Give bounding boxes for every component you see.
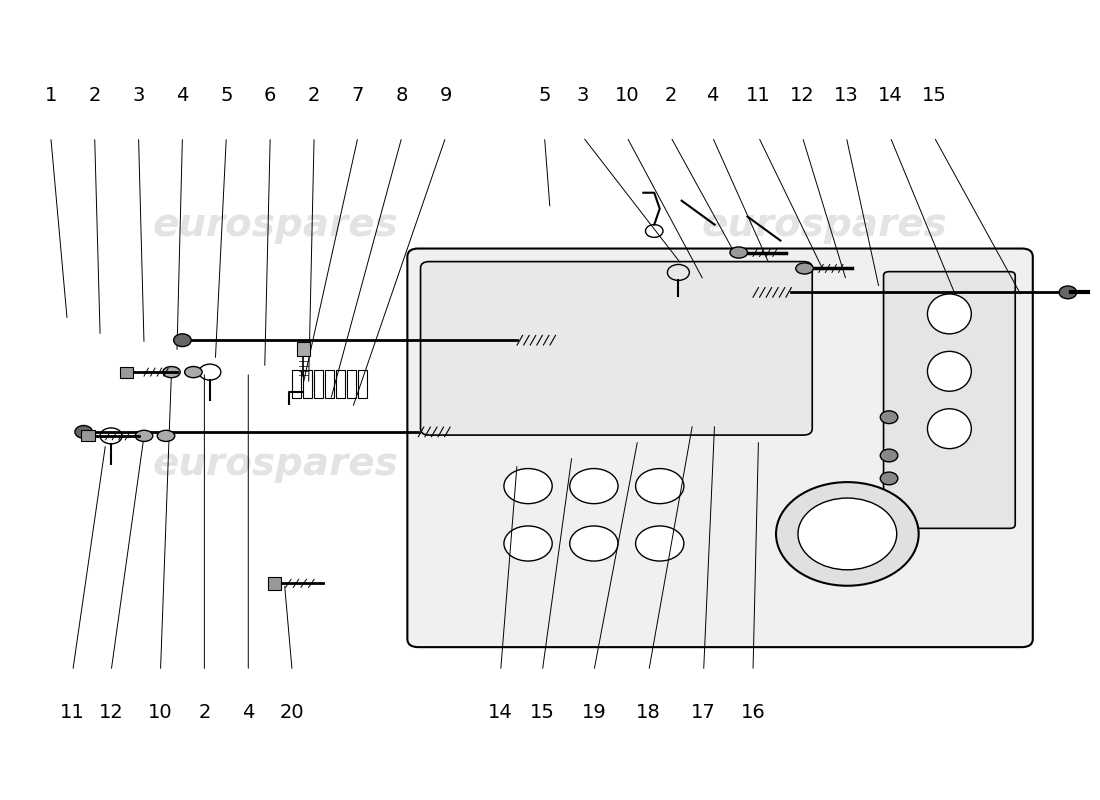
Ellipse shape	[730, 247, 748, 258]
Text: 12: 12	[99, 703, 123, 722]
Text: 20: 20	[279, 703, 305, 722]
Text: 7: 7	[352, 86, 364, 105]
Bar	[315, 370, 323, 398]
Bar	[293, 370, 301, 398]
FancyBboxPatch shape	[407, 249, 1033, 647]
Circle shape	[776, 482, 918, 586]
Text: 13: 13	[834, 86, 859, 105]
Bar	[358, 370, 366, 398]
Text: eurospares: eurospares	[153, 206, 398, 244]
FancyBboxPatch shape	[420, 262, 812, 435]
Ellipse shape	[927, 409, 971, 449]
Text: 4: 4	[176, 86, 188, 105]
Text: 8: 8	[396, 86, 408, 105]
Circle shape	[1059, 286, 1077, 298]
Text: 17: 17	[691, 703, 716, 722]
Circle shape	[75, 426, 92, 438]
Circle shape	[570, 526, 618, 561]
Text: eurospares: eurospares	[702, 445, 947, 482]
Text: 11: 11	[60, 703, 85, 722]
Text: 14: 14	[878, 86, 902, 105]
Bar	[326, 370, 333, 398]
Text: 2: 2	[664, 86, 676, 105]
Text: 6: 6	[264, 86, 276, 105]
Text: eurospares: eurospares	[153, 445, 398, 482]
Circle shape	[880, 472, 898, 485]
Text: 2: 2	[198, 703, 210, 722]
Circle shape	[504, 526, 552, 561]
Text: eurospares: eurospares	[702, 206, 947, 244]
Ellipse shape	[795, 263, 813, 274]
Text: 9: 9	[440, 86, 452, 105]
Text: 2: 2	[88, 86, 101, 105]
Circle shape	[880, 449, 898, 462]
Text: 4: 4	[242, 703, 254, 722]
Ellipse shape	[927, 294, 971, 334]
Circle shape	[636, 469, 684, 504]
Text: 16: 16	[740, 703, 766, 722]
Ellipse shape	[135, 430, 153, 442]
Text: 11: 11	[746, 86, 771, 105]
Circle shape	[798, 498, 896, 570]
Bar	[268, 577, 282, 590]
Text: 2: 2	[308, 86, 320, 105]
Bar	[81, 430, 95, 442]
Text: 18: 18	[637, 703, 661, 722]
Text: 14: 14	[488, 703, 513, 722]
Text: 12: 12	[790, 86, 815, 105]
Ellipse shape	[157, 430, 175, 442]
Text: 1: 1	[45, 86, 57, 105]
Text: 4: 4	[706, 86, 718, 105]
Text: 3: 3	[132, 86, 145, 105]
Text: 15: 15	[530, 703, 554, 722]
Text: 15: 15	[922, 86, 946, 105]
Circle shape	[570, 469, 618, 504]
Text: 19: 19	[582, 703, 606, 722]
Ellipse shape	[163, 366, 180, 378]
Bar	[304, 370, 312, 398]
Text: 3: 3	[576, 86, 590, 105]
Text: 10: 10	[615, 86, 639, 105]
Text: 5: 5	[538, 86, 551, 105]
FancyBboxPatch shape	[883, 272, 1015, 528]
Circle shape	[636, 526, 684, 561]
Text: Lamborghini: Lamborghini	[582, 371, 678, 386]
Circle shape	[504, 469, 552, 504]
Circle shape	[174, 334, 191, 346]
Bar	[346, 370, 355, 398]
Circle shape	[880, 411, 898, 423]
Bar	[120, 366, 133, 378]
Text: 5: 5	[220, 86, 232, 105]
Ellipse shape	[927, 351, 971, 391]
Ellipse shape	[185, 366, 202, 378]
Text: 10: 10	[148, 703, 173, 722]
Bar	[297, 342, 310, 356]
Bar	[336, 370, 344, 398]
